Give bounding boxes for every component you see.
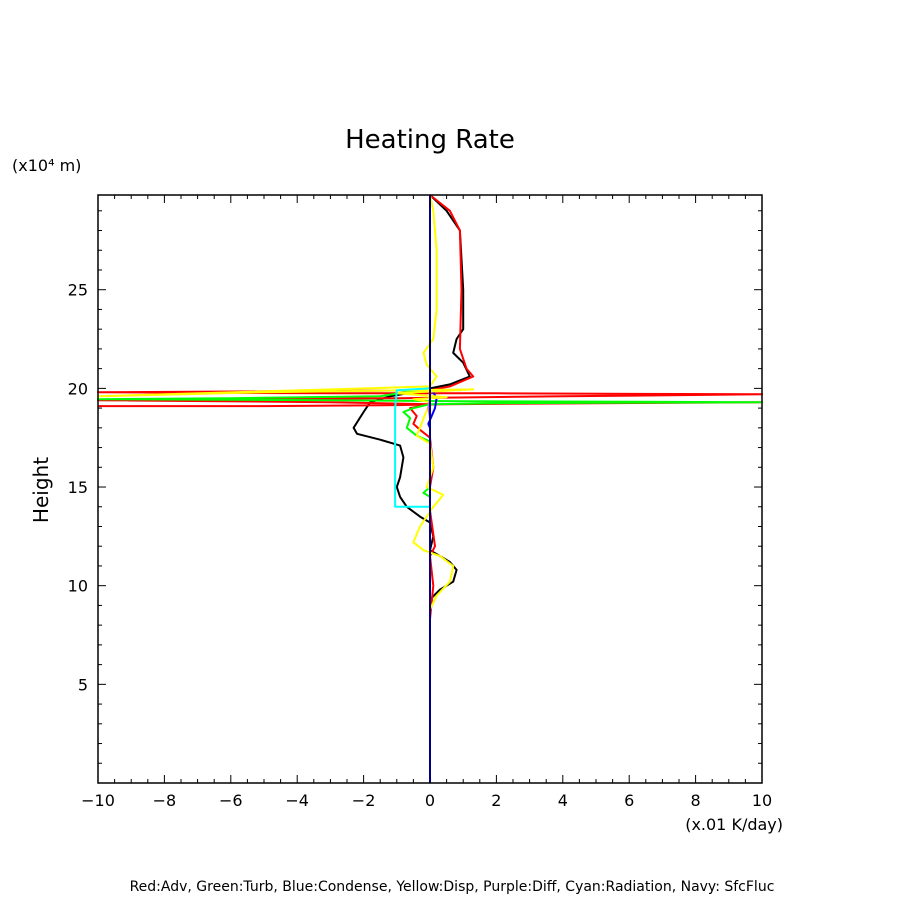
x-tick-label: 4: [558, 791, 568, 810]
x-tick-label: −10: [81, 791, 115, 810]
x-tick-label: 8: [691, 791, 701, 810]
legend-caption: Red:Adv, Green:Turb, Blue:Condense, Yell…: [130, 879, 775, 895]
series-lines: [97, 194, 763, 783]
series-line-disp: [97, 194, 475, 610]
x-tick-label: −2: [352, 791, 376, 810]
y-tick-label: 5: [78, 675, 88, 694]
plot-frame: [97, 194, 763, 784]
chart-title: Heating Rate: [345, 125, 515, 155]
y-unit-label: (x10⁴ m): [12, 156, 81, 175]
x-tick-label: 0: [425, 791, 435, 810]
series-line-radiation: [394, 387, 431, 508]
x-tick-label: 10: [752, 791, 772, 810]
y-tick-label: 20: [68, 379, 88, 398]
x-tick-label: 2: [491, 791, 501, 810]
x-tick-label: 6: [624, 791, 634, 810]
axis-ticks: −10 −8 −6 −4 −2 0 2 4 6 8 10 5 10 15 20 25: [68, 195, 772, 810]
x-tick-label: −6: [219, 791, 243, 810]
x-tick-label: −4: [285, 791, 309, 810]
y-tick-label: 10: [68, 577, 88, 596]
x-axis-label: (x.01 K/day): [685, 815, 783, 834]
y-tick-label: 15: [68, 478, 88, 497]
x-tick-label: −8: [153, 791, 177, 810]
y-tick-label: 25: [68, 281, 88, 300]
y-axis-label: Height: [29, 457, 53, 523]
